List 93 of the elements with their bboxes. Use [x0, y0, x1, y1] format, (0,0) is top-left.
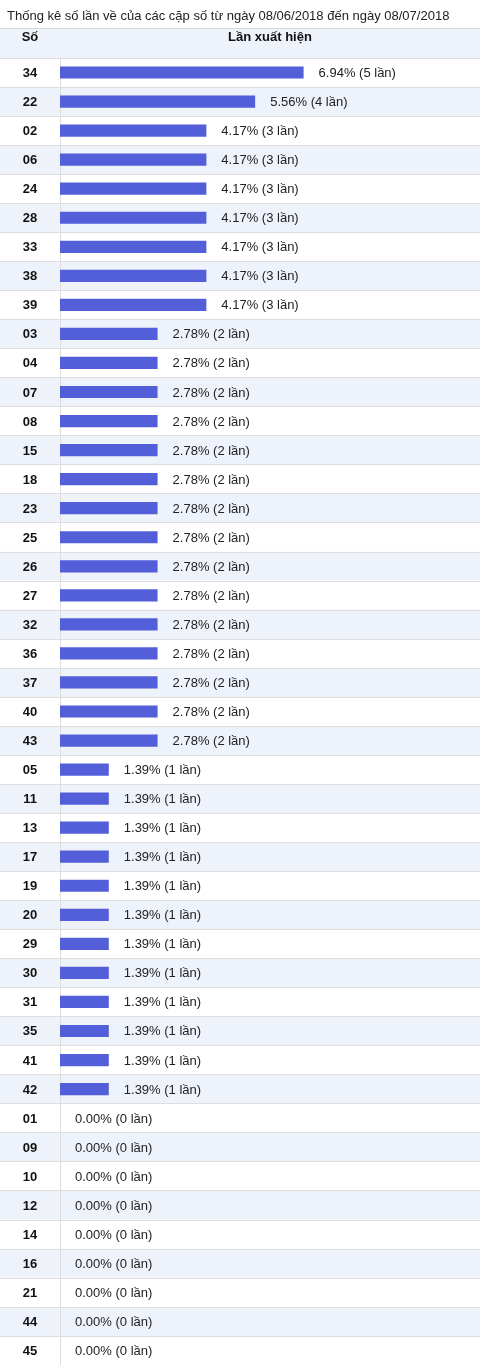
data-label: 4.17% (3 lần) — [221, 297, 299, 313]
data-label: 1.39% (1 lần) — [123, 907, 202, 923]
data-label: 1.39% (1 lần) — [123, 820, 202, 836]
data-label: 1.39% (1 lần) — [123, 1052, 202, 1068]
data-label: 4.17% (3 lần) — [221, 239, 299, 255]
data-label: 0.00% (0 lần) — [75, 1168, 153, 1184]
y-tick-label: 05 — [22, 762, 38, 778]
y-tick-label: 19 — [22, 878, 38, 894]
data-label: 2.78% (2 lần) — [172, 384, 250, 400]
y-tick-label: 39 — [22, 297, 38, 313]
y-tick-label: 36 — [22, 645, 38, 661]
data-label: 1.39% (1 lần) — [123, 1023, 202, 1039]
data-label: 2.78% (2 lần) — [172, 326, 250, 342]
y-tick-label: 07 — [22, 384, 38, 400]
data-label: 0.00% (0 lần) — [75, 1284, 153, 1300]
data-label: 1.39% (1 lần) — [123, 965, 202, 981]
data-label: 0.00% (0 lần) — [75, 1342, 153, 1358]
x-axis-title: Lần xuất hiện — [228, 29, 312, 44]
data-label: 4.17% (3 lần) — [221, 210, 299, 226]
y-tick-label: 24 — [22, 181, 38, 197]
data-label: 0.00% (0 lần) — [75, 1255, 153, 1271]
y-tick-label: 13 — [22, 820, 38, 836]
y-tick-label: 20 — [22, 907, 38, 923]
y-tick-label: 28 — [22, 210, 38, 226]
y-tick-label: 27 — [22, 587, 38, 603]
data-label: 1.39% (1 lần) — [123, 994, 202, 1010]
data-label: 2.78% (2 lần) — [172, 587, 250, 603]
y-tick-label: 26 — [22, 558, 38, 574]
data-label: 1.39% (1 lần) — [123, 878, 202, 894]
data-label: 2.78% (2 lần) — [172, 500, 250, 516]
y-tick-label: 02 — [22, 123, 38, 139]
data-label: 2.78% (2 lần) — [172, 733, 250, 749]
y-axis-title: Số — [21, 29, 39, 44]
y-tick-label: 32 — [22, 616, 38, 632]
data-label: 2.78% (2 lần) — [172, 645, 250, 661]
data-label: 6.94% (5 lần) — [318, 65, 396, 81]
data-label: 2.78% (2 lần) — [172, 442, 250, 458]
y-tick-label: 11 — [23, 791, 37, 807]
data-label: 2.78% (2 lần) — [172, 558, 250, 574]
y-tick-label: 43 — [22, 733, 38, 749]
y-tick-label: 16 — [22, 1255, 38, 1271]
data-label: 2.78% (2 lần) — [172, 616, 250, 632]
y-tick-label: 03 — [22, 326, 38, 342]
y-tick-label: 06 — [22, 152, 38, 168]
data-label: 1.39% (1 lần) — [123, 849, 202, 865]
data-label: 1.39% (1 lần) — [123, 936, 202, 952]
y-tick-label: 18 — [22, 471, 38, 487]
data-label: 2.78% (2 lần) — [172, 471, 250, 487]
data-label: 1.39% (1 lần) — [123, 791, 202, 807]
data-label: 2.78% (2 lần) — [172, 413, 250, 429]
y-tick-label: 37 — [22, 674, 38, 690]
y-tick-label: 34 — [22, 65, 38, 81]
y-tick-label: 09 — [22, 1139, 38, 1155]
data-label: 4.17% (3 lần) — [221, 181, 299, 197]
y-tick-label: 21 — [22, 1284, 38, 1300]
data-label: 0.00% (0 lần) — [75, 1139, 153, 1155]
y-tick-label: 29 — [22, 936, 38, 952]
data-label: 2.78% (2 lần) — [172, 674, 250, 690]
y-tick-label: 10 — [22, 1168, 38, 1184]
data-label: 5.56% (4 lần) — [270, 94, 348, 110]
data-label: 2.78% (2 lần) — [172, 355, 250, 371]
y-tick-label: 38 — [22, 268, 38, 284]
data-label: 0.00% (0 lần) — [75, 1313, 153, 1329]
data-label: 4.17% (3 lần) — [221, 152, 299, 168]
data-label: 0.00% (0 lần) — [75, 1226, 153, 1242]
y-tick-label: 42 — [22, 1081, 38, 1097]
y-tick-label: 08 — [22, 413, 38, 429]
data-label: 0.00% (0 lần) — [75, 1197, 153, 1213]
y-tick-label: 17 — [22, 849, 38, 865]
data-label: 0.00% (0 lần) — [75, 1110, 153, 1126]
data-label: 2.78% (2 lần) — [172, 529, 250, 545]
data-label: 1.39% (1 lần) — [123, 1081, 202, 1097]
y-tick-label: 33 — [22, 239, 38, 255]
y-tick-label: 35 — [22, 1023, 38, 1039]
chart-title: Thống kê số lần về của các cặp số từ ngày 08/06/2018 đến ngày 08/07/2018 — [7, 8, 450, 23]
y-tick-label: 01 — [22, 1110, 38, 1126]
y-tick-label: 15 — [22, 442, 38, 458]
y-tick-label: 04 — [22, 355, 38, 371]
y-tick-label: 41 — [22, 1052, 38, 1068]
y-tick-label: 14 — [22, 1226, 38, 1242]
data-label: 4.17% (3 lần) — [221, 268, 299, 284]
data-label: 2.78% (2 lần) — [172, 704, 250, 719]
y-tick-label: 31 — [22, 994, 38, 1010]
data-label: 4.17% (3 lần) — [221, 123, 299, 139]
y-tick-label: 44 — [22, 1313, 38, 1329]
y-tick-label: 30 — [22, 965, 38, 981]
y-tick-label: 22 — [22, 94, 38, 110]
data-label: 1.39% (1 lần) — [123, 762, 202, 778]
y-tick-label: 23 — [22, 500, 38, 516]
y-tick-label: 25 — [22, 529, 38, 545]
y-tick-label: 12 — [22, 1197, 38, 1213]
y-tick-label: 45 — [22, 1342, 38, 1358]
y-tick-label: 40 — [22, 704, 38, 719]
